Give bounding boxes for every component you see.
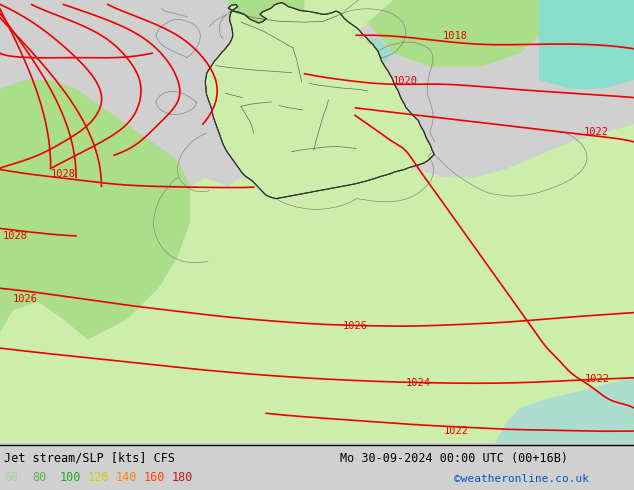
Text: 1026: 1026 — [342, 321, 367, 331]
Text: 80: 80 — [32, 471, 46, 484]
Polygon shape — [205, 2, 434, 198]
Polygon shape — [304, 0, 393, 53]
Text: Mo 30-09-2024 00:00 UTC (00+16B): Mo 30-09-2024 00:00 UTC (00+16B) — [340, 452, 568, 465]
Text: ©weatheronline.co.uk: ©weatheronline.co.uk — [454, 474, 589, 484]
Text: 1028: 1028 — [3, 231, 28, 242]
Text: 1024: 1024 — [406, 378, 430, 388]
Polygon shape — [114, 0, 342, 186]
Polygon shape — [330, 35, 393, 67]
Text: 1022: 1022 — [583, 127, 608, 137]
Text: 1026: 1026 — [13, 294, 37, 303]
Text: 60: 60 — [4, 471, 18, 484]
Text: 1018: 1018 — [443, 31, 467, 41]
Polygon shape — [228, 0, 317, 44]
Text: 100: 100 — [60, 471, 81, 484]
Polygon shape — [127, 169, 634, 443]
Text: 120: 120 — [88, 471, 110, 484]
Text: 140: 140 — [116, 471, 138, 484]
Text: 1028: 1028 — [51, 170, 75, 179]
Polygon shape — [539, 0, 634, 89]
Text: 1020: 1020 — [393, 76, 418, 86]
Text: Jet stream/SLP [kts] CFS: Jet stream/SLP [kts] CFS — [4, 452, 175, 465]
Polygon shape — [368, 0, 539, 67]
Polygon shape — [63, 124, 634, 443]
Polygon shape — [0, 80, 190, 355]
Text: 180: 180 — [172, 471, 193, 484]
Text: 1022: 1022 — [585, 374, 609, 384]
Polygon shape — [0, 0, 241, 186]
Text: 160: 160 — [144, 471, 165, 484]
Text: 1022: 1022 — [444, 426, 469, 436]
Polygon shape — [495, 377, 634, 443]
Polygon shape — [0, 301, 127, 443]
